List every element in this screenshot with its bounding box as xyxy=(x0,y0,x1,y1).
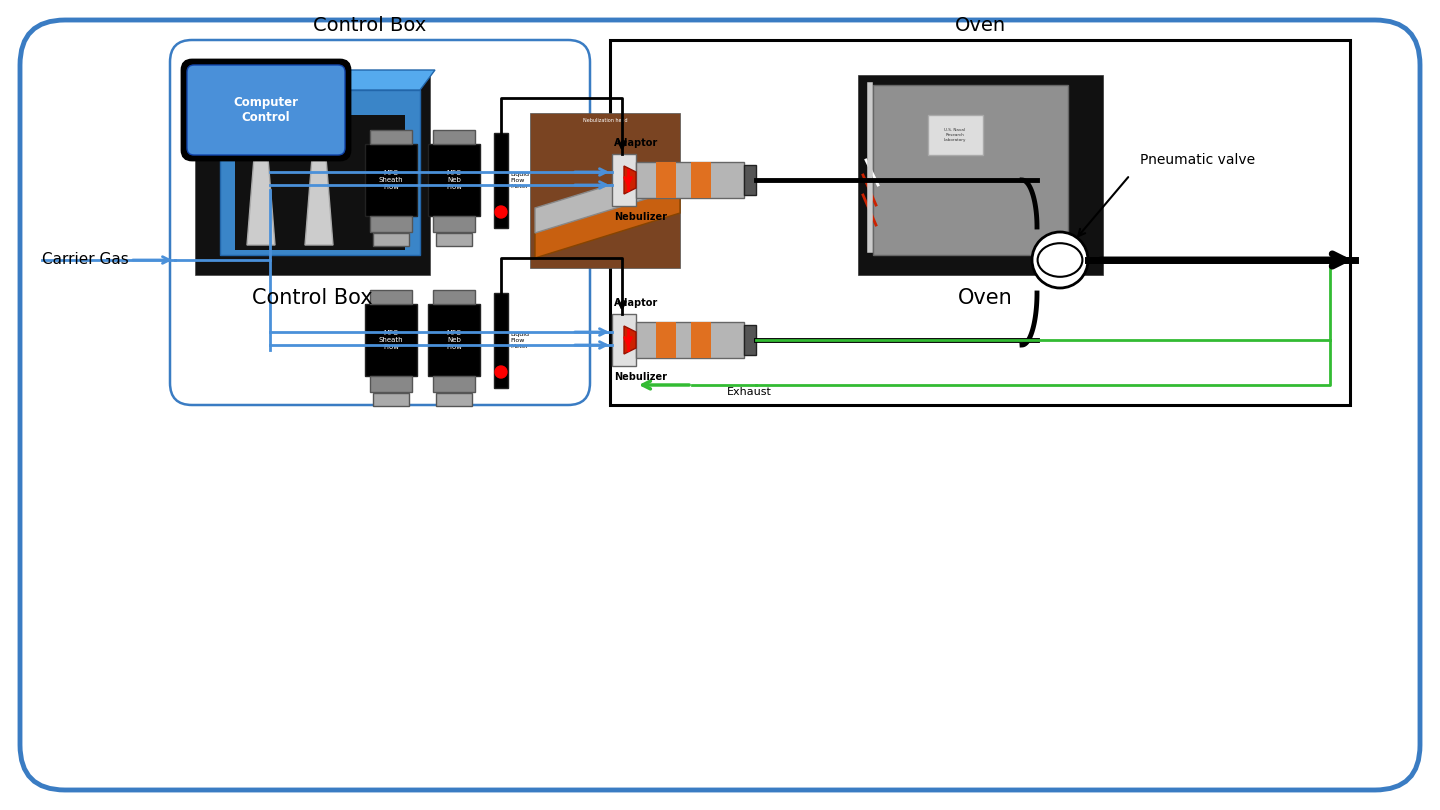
Text: Adaptor: Adaptor xyxy=(613,298,658,308)
FancyBboxPatch shape xyxy=(433,216,475,232)
FancyBboxPatch shape xyxy=(364,304,418,376)
Polygon shape xyxy=(536,168,665,233)
FancyBboxPatch shape xyxy=(636,322,744,358)
Text: Liquid
Flow
Meter: Liquid Flow Meter xyxy=(510,332,528,349)
FancyBboxPatch shape xyxy=(873,85,1068,255)
FancyBboxPatch shape xyxy=(611,40,1351,405)
Text: MFC
Sheath
Flow: MFC Sheath Flow xyxy=(379,170,403,190)
Text: Nebulization head: Nebulization head xyxy=(583,118,628,123)
FancyBboxPatch shape xyxy=(494,293,508,388)
FancyBboxPatch shape xyxy=(530,113,680,268)
Text: MFC
Neb
Flow: MFC Neb Flow xyxy=(446,330,462,350)
Text: Oven: Oven xyxy=(955,16,1005,35)
FancyBboxPatch shape xyxy=(858,75,1103,275)
Text: U.S. Naval
Research
Laboratory: U.S. Naval Research Laboratory xyxy=(943,129,966,142)
FancyBboxPatch shape xyxy=(691,322,711,358)
Polygon shape xyxy=(624,326,636,354)
Polygon shape xyxy=(204,70,435,90)
FancyBboxPatch shape xyxy=(187,65,346,155)
FancyBboxPatch shape xyxy=(612,314,636,366)
Text: Control Box: Control Box xyxy=(314,16,426,35)
Polygon shape xyxy=(248,120,275,245)
FancyBboxPatch shape xyxy=(364,144,418,216)
Text: Exhaust: Exhaust xyxy=(727,387,772,397)
Circle shape xyxy=(495,366,507,378)
Text: Control Box: Control Box xyxy=(252,288,373,308)
FancyBboxPatch shape xyxy=(657,162,675,198)
Circle shape xyxy=(495,206,507,218)
FancyBboxPatch shape xyxy=(433,376,475,392)
FancyBboxPatch shape xyxy=(370,216,412,232)
FancyBboxPatch shape xyxy=(433,130,475,144)
FancyBboxPatch shape xyxy=(433,290,475,304)
FancyBboxPatch shape xyxy=(428,304,480,376)
Text: Oven: Oven xyxy=(958,288,1012,308)
FancyBboxPatch shape xyxy=(370,130,412,144)
Polygon shape xyxy=(305,120,333,245)
FancyBboxPatch shape xyxy=(744,325,756,355)
FancyBboxPatch shape xyxy=(235,115,405,250)
FancyBboxPatch shape xyxy=(20,20,1420,790)
Text: Nebulizer: Nebulizer xyxy=(613,212,667,222)
FancyBboxPatch shape xyxy=(370,290,412,304)
FancyBboxPatch shape xyxy=(612,154,636,206)
FancyBboxPatch shape xyxy=(494,133,508,228)
Ellipse shape xyxy=(1038,243,1083,277)
Text: MFC
Neb
Flow: MFC Neb Flow xyxy=(446,170,462,190)
Circle shape xyxy=(1032,232,1089,288)
FancyBboxPatch shape xyxy=(370,376,412,392)
Polygon shape xyxy=(624,166,636,194)
Polygon shape xyxy=(536,178,680,258)
FancyBboxPatch shape xyxy=(691,162,711,198)
FancyBboxPatch shape xyxy=(657,322,675,358)
Text: Nebulizer: Nebulizer xyxy=(613,372,667,382)
Text: Pneumatic valve: Pneumatic valve xyxy=(1140,153,1256,167)
FancyBboxPatch shape xyxy=(744,165,756,195)
FancyBboxPatch shape xyxy=(373,233,409,246)
FancyBboxPatch shape xyxy=(436,393,472,406)
Text: Liquid
Flow
Meter: Liquid Flow Meter xyxy=(510,173,528,189)
FancyBboxPatch shape xyxy=(428,144,480,216)
Text: Computer
Control: Computer Control xyxy=(233,96,298,124)
Text: MFC
Sheath
Flow: MFC Sheath Flow xyxy=(379,330,403,350)
Text: Adaptor: Adaptor xyxy=(613,138,658,148)
FancyBboxPatch shape xyxy=(927,115,984,155)
FancyBboxPatch shape xyxy=(436,233,472,246)
FancyBboxPatch shape xyxy=(636,162,744,198)
FancyBboxPatch shape xyxy=(170,40,590,405)
FancyBboxPatch shape xyxy=(194,75,431,275)
Polygon shape xyxy=(220,90,420,255)
Text: Carrier Gas: Carrier Gas xyxy=(42,253,128,267)
FancyBboxPatch shape xyxy=(373,393,409,406)
FancyBboxPatch shape xyxy=(181,60,350,160)
